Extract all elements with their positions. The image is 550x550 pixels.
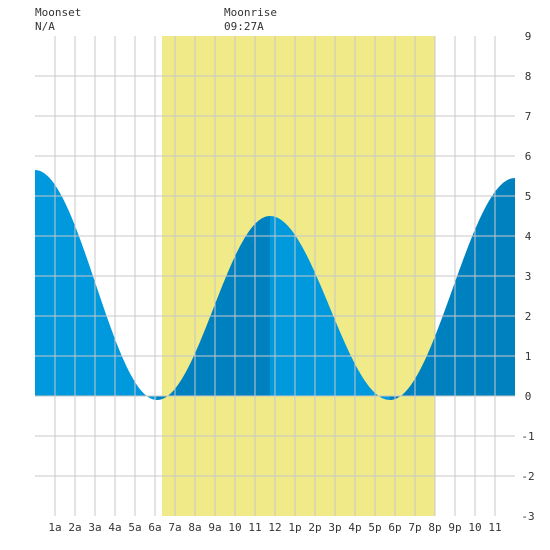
x-tick-label: 1p [288,521,301,534]
moonrise-label: Moonrise [224,6,277,19]
x-tick-label: 7a [168,521,181,534]
x-tick-label: 11 [488,521,501,534]
y-tick-label: 2 [525,310,532,323]
x-tick-label: 10 [468,521,481,534]
x-tick-label: 6p [388,521,401,534]
falling-tide-area [270,216,390,400]
x-tick-label: 5p [368,521,381,534]
y-tick-label: 4 [525,230,532,243]
y-tick-label: 5 [525,190,532,203]
x-tick-label: 4p [348,521,361,534]
y-tick-label: 3 [525,270,532,283]
x-tick-label: 9p [448,521,461,534]
y-tick-label: -2 [521,470,534,483]
x-tick-label: 2p [308,521,321,534]
x-tick-label: 12 [268,521,281,534]
x-tick-label: 10 [228,521,241,534]
x-tick-label: 1a [48,521,61,534]
y-tick-label: 7 [525,110,532,123]
x-tick-label: 3p [328,521,341,534]
x-tick-label: 2a [68,521,81,534]
y-tick-label: 9 [525,30,532,43]
x-tick-label: 8p [428,521,441,534]
moonset-label: Moonset [35,6,81,19]
y-tick-label: 6 [525,150,532,163]
x-tick-label: 11 [248,521,261,534]
rising-tide-area [390,178,515,400]
x-tick-label: 5a [128,521,141,534]
x-tick-label: 4a [108,521,121,534]
x-tick-label: 6a [148,521,161,534]
x-tick-label: 3a [88,521,101,534]
y-tick-label: 1 [525,350,532,363]
rising-tide-area [157,216,270,400]
y-tick-label: 8 [525,70,532,83]
falling-tide-area [35,170,157,400]
y-tick-label: 0 [525,390,532,403]
x-tick-label: 9a [208,521,221,534]
y-tick-label: -1 [521,430,534,443]
moonset-time: N/A [35,20,55,33]
moonrise-time: 09:27A [224,20,264,33]
x-tick-label: 7p [408,521,421,534]
x-tick-label: 8a [188,521,201,534]
y-tick-label: -3 [521,510,534,523]
